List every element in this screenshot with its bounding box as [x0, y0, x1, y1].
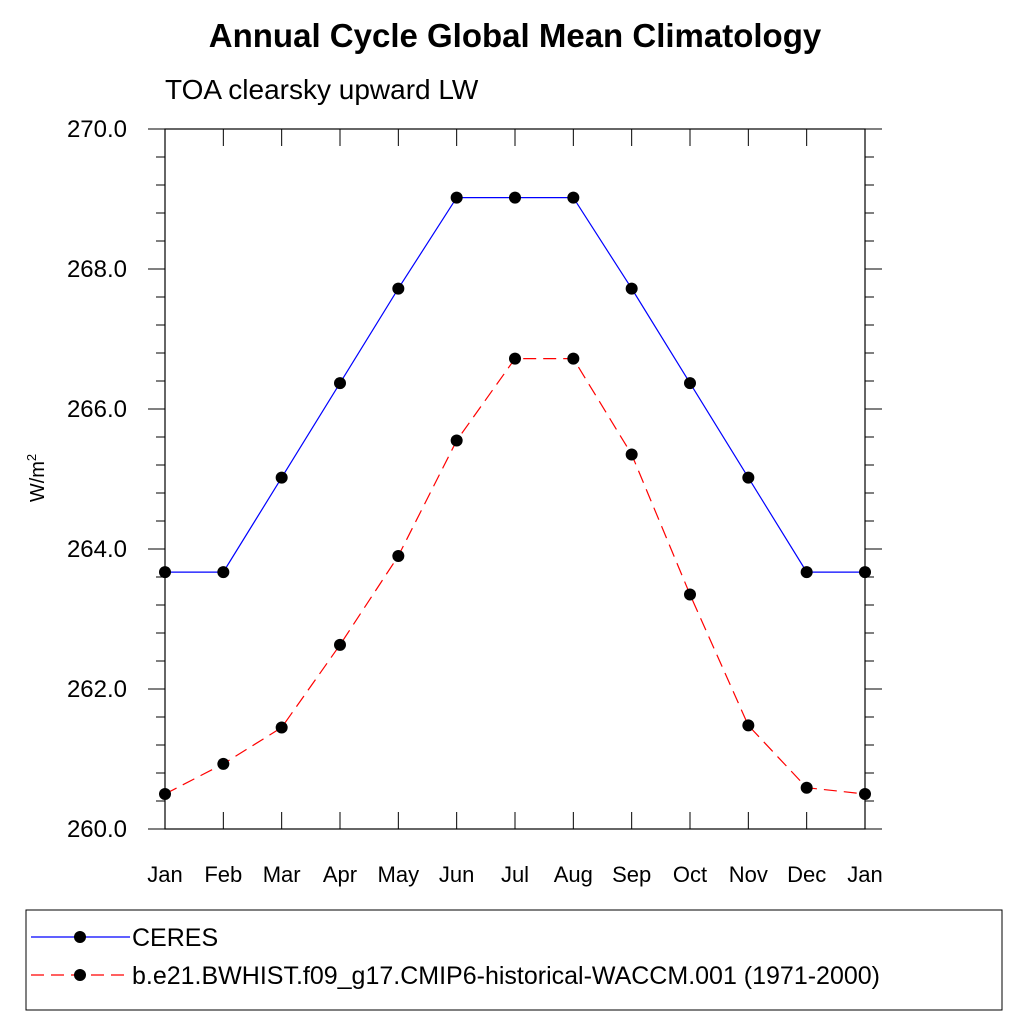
y-tick-label: 270.0	[67, 116, 127, 143]
legend-label: CERES	[132, 924, 218, 952]
x-tick-label: Jul	[501, 862, 529, 887]
series-2-point	[567, 352, 580, 365]
series-1-point	[567, 191, 580, 204]
series-1	[159, 191, 871, 579]
series-1-line	[165, 197, 865, 573]
series-2-point	[392, 550, 405, 562]
series-2-point	[509, 352, 521, 365]
series-1-point	[625, 282, 638, 295]
series-2-point	[859, 788, 871, 800]
series-1-point	[684, 377, 696, 390]
x-tick-label: Jan	[847, 862, 882, 887]
y-tick-labels: 260.0 262.0 264.0 266.0 268.0 270.0	[67, 116, 127, 843]
chart-subtitle: TOA clearsky upward LW	[165, 74, 479, 105]
x-tick-label: Mar	[263, 862, 301, 887]
x-tick-label: Aug	[554, 862, 593, 887]
series-2	[159, 352, 871, 800]
x-tick-label: Jan	[147, 862, 182, 887]
legend-swatch-marker	[74, 931, 86, 943]
x-tick-label: May	[378, 862, 420, 887]
y-tick-label: 260.0	[67, 816, 127, 843]
y-tick-label: 268.0	[67, 256, 127, 283]
series-2-point	[684, 588, 696, 601]
x-tick-label: Oct	[673, 862, 707, 887]
series-2-point	[450, 434, 463, 447]
series-layer	[159, 191, 871, 800]
series-2-point	[275, 721, 288, 734]
series-1-point	[859, 566, 871, 579]
series-2-point	[625, 448, 638, 461]
series-1-point	[742, 471, 755, 484]
series-1-point	[217, 566, 230, 579]
series-1-point	[800, 566, 813, 579]
series-2-point	[800, 781, 813, 794]
series-1-point	[450, 191, 463, 204]
x-tick-label: Dec	[787, 862, 826, 887]
y-axis-label-group: W/m2	[24, 454, 49, 502]
series-2-point	[742, 719, 755, 732]
x-tick-label: Sep	[612, 862, 651, 887]
x-tick-label: Feb	[204, 862, 242, 887]
plot-frame	[164, 128, 866, 830]
x-tick-label: Apr	[323, 862, 357, 887]
y-axis-label-superscript: 2	[24, 454, 39, 461]
series-2-line	[164, 358, 866, 795]
series-1-point	[509, 191, 521, 204]
legend-label: b.e21.BWHIST.f09_g17.CMIP6-historical-WA…	[132, 962, 880, 990]
y-tick-label: 266.0	[67, 396, 127, 423]
series-1-point	[334, 377, 346, 390]
series-1-point	[392, 282, 405, 295]
series-2-point	[334, 638, 346, 651]
y-axis-label-base: W/m	[27, 461, 49, 502]
y-tick-label: 262.0	[67, 676, 127, 703]
x-tick-label: Jun	[439, 862, 474, 887]
series-2-point	[159, 788, 171, 800]
series-2-point	[217, 757, 230, 770]
x-tick-label: Nov	[729, 862, 768, 887]
chart-title: Annual Cycle Global Mean Climatology	[209, 17, 822, 54]
x-tick-labels: Jan Feb Mar Apr May Jun Jul Aug Sep Oct Nov Dec Jan	[147, 862, 882, 887]
y-axis-label: W/m2	[24, 454, 49, 502]
legend-box	[25, 909, 1003, 1011]
axis-ticks	[148, 128, 882, 830]
series-1-point	[159, 566, 171, 579]
y-tick-label: 264.0	[67, 536, 127, 563]
series-1-point	[275, 471, 288, 484]
legend-swatch-marker	[74, 969, 86, 981]
legend: CERES b.e21.BWHIST.f09_g17.CMIP6-historic…	[31, 924, 880, 990]
